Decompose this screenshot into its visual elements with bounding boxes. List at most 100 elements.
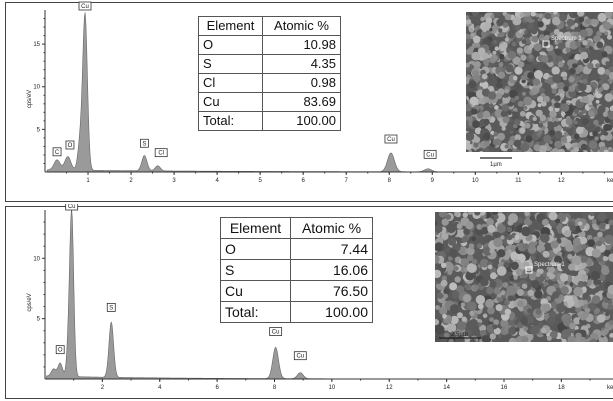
sem-grain xyxy=(442,313,447,319)
sem-grain xyxy=(548,212,558,221)
sem-grain xyxy=(499,53,505,60)
table-header-row: Element Atomic % xyxy=(198,16,341,36)
sem-grain xyxy=(488,103,494,108)
sem-grain xyxy=(531,87,539,95)
sem-grain xyxy=(563,230,572,238)
sem-grain xyxy=(540,31,545,35)
sem-grain xyxy=(556,55,563,63)
sem-grain xyxy=(466,38,471,44)
sem-grain xyxy=(435,269,442,279)
sem-grain xyxy=(575,332,582,340)
sem-grain xyxy=(553,28,560,35)
sem-grain xyxy=(547,61,554,68)
sem-grain xyxy=(533,144,540,151)
sem-grain xyxy=(469,96,479,106)
sem-grain xyxy=(475,295,486,305)
sem-grain xyxy=(526,315,535,324)
table-cell-value: 83.69 xyxy=(262,92,341,112)
peak-label-text: Cl xyxy=(158,151,164,157)
sem-grain xyxy=(589,212,595,217)
sem-grain xyxy=(471,236,476,241)
sem-grain xyxy=(581,95,589,104)
sem-grain xyxy=(575,40,581,47)
table-cell-element: O xyxy=(198,35,263,55)
sem-grain xyxy=(447,323,457,333)
sem-grain xyxy=(438,212,447,218)
sem-grain xyxy=(527,308,533,314)
sem-grain xyxy=(529,215,536,221)
sem-grain xyxy=(588,101,593,106)
table-row: S 4.35 xyxy=(198,54,341,74)
sem-grain xyxy=(449,249,458,258)
panel-frame xyxy=(5,206,613,399)
peak-label-text: Cu xyxy=(296,354,304,360)
sem-grain xyxy=(603,131,609,136)
sem-grain xyxy=(575,126,584,135)
peak-label-box xyxy=(55,345,65,355)
sem-grain xyxy=(437,292,444,299)
sem-grain xyxy=(471,51,481,61)
sem-grain xyxy=(507,31,515,39)
sem-grain xyxy=(595,99,600,104)
y-tick-label: 5 xyxy=(37,127,41,133)
sem-grain xyxy=(478,12,483,15)
sem-grain xyxy=(608,320,613,326)
sem-grain xyxy=(461,236,468,243)
peak-label-text: O xyxy=(68,143,73,149)
sem-grain xyxy=(535,109,543,117)
sem-grain xyxy=(597,212,607,222)
sem-grain xyxy=(572,237,582,246)
sem-grain xyxy=(548,310,557,319)
x-axis-unit: ke xyxy=(607,385,613,391)
sem-grain xyxy=(496,224,506,234)
sem-grain xyxy=(489,248,495,254)
sem-grain xyxy=(528,54,534,60)
sem-grain xyxy=(493,287,501,295)
sem-grain xyxy=(481,88,490,97)
sem-grain xyxy=(455,335,465,342)
sem-grain xyxy=(595,63,600,69)
sem-grain xyxy=(587,234,593,241)
table-cell-value: 100.00 xyxy=(290,301,373,323)
sem-grain xyxy=(562,76,567,81)
table-cell-value: 10.98 xyxy=(262,35,341,55)
sem-grain xyxy=(598,87,604,92)
sem-grain xyxy=(485,298,495,308)
sem-grain xyxy=(510,97,516,103)
spectrum-marker xyxy=(525,266,533,274)
sem-grain xyxy=(542,250,550,258)
sem-grain xyxy=(542,303,551,312)
sem-grain xyxy=(591,219,598,225)
sem-grain xyxy=(482,110,491,119)
sem-grain xyxy=(565,47,571,53)
sem-grain xyxy=(572,63,578,69)
sem-grain xyxy=(454,212,459,217)
sem-grain xyxy=(523,261,530,268)
sem-grain xyxy=(496,213,506,223)
sem-grain xyxy=(441,232,449,240)
y-axis-label: cps/eV xyxy=(27,293,33,311)
peak-label-text: S xyxy=(109,305,113,311)
spectrum-tag: Spectrum 1 xyxy=(551,36,582,42)
y-tick-label: 10 xyxy=(33,85,40,91)
sem-grain xyxy=(556,37,563,44)
sem-grain xyxy=(466,48,473,55)
sem-grain xyxy=(486,218,494,226)
sem-grain xyxy=(582,292,589,300)
sem-grain xyxy=(484,141,490,147)
sem-grain xyxy=(562,31,572,41)
sem-grain xyxy=(525,135,533,143)
sem-grain xyxy=(601,51,608,58)
table-cell-element: Total: xyxy=(220,301,291,323)
sem-grain xyxy=(493,319,500,326)
x-tick-label: 2 xyxy=(101,385,105,391)
sem-grain xyxy=(501,42,508,48)
sem-grain xyxy=(599,222,606,230)
sem-grain xyxy=(591,295,601,304)
scale-strip xyxy=(466,152,613,167)
sem-grain xyxy=(591,248,601,258)
sem-grain xyxy=(582,262,587,268)
sem-grain xyxy=(476,243,482,249)
sem-grain xyxy=(489,280,497,288)
